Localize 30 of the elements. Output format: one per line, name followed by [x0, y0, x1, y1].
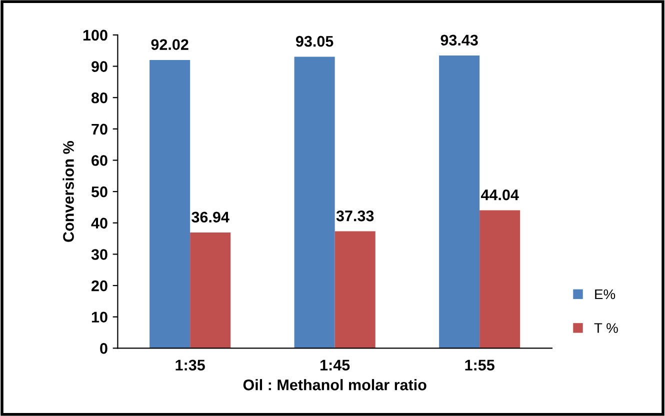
data-label: 92.02 — [151, 39, 188, 50]
y-tick-label: 100 — [83, 30, 108, 41]
y-tick-label: 40 — [91, 218, 108, 229]
bar — [294, 56, 335, 348]
y-tick-label: 20 — [92, 280, 108, 292]
x-tick-label: 1:45 — [320, 360, 350, 371]
x-axis-title: Oil : Methanol molar ratio — [243, 379, 426, 390]
legend-label: E% — [595, 289, 616, 300]
y-tick-label: 80 — [91, 92, 108, 104]
y-tick-label: 10 — [92, 312, 108, 323]
data-label: 93.05 — [296, 36, 334, 47]
y-tick-label: 50 — [91, 186, 108, 198]
bar — [480, 210, 520, 348]
data-label: 37.33 — [336, 210, 374, 222]
y-tick-label: 30 — [91, 249, 108, 260]
data-label: 44.04 — [480, 189, 519, 200]
y-tick-label: 70 — [92, 124, 108, 135]
data-label: 36.94 — [192, 212, 230, 223]
x-tick-label: 1:55 — [465, 360, 494, 371]
bar — [150, 60, 190, 348]
data-label: 93.43 — [440, 34, 478, 46]
bar — [439, 56, 480, 348]
y-tick-label: 0 — [100, 343, 108, 354]
y-tick-label: 60 — [92, 155, 108, 166]
bar — [334, 231, 376, 348]
y-axis-title: Conversion % — [62, 141, 74, 242]
x-tick-label: 1:35 — [176, 360, 205, 371]
legend-label: T % — [594, 323, 618, 333]
y-tick-label: 90 — [92, 61, 108, 72]
bar — [190, 232, 231, 348]
